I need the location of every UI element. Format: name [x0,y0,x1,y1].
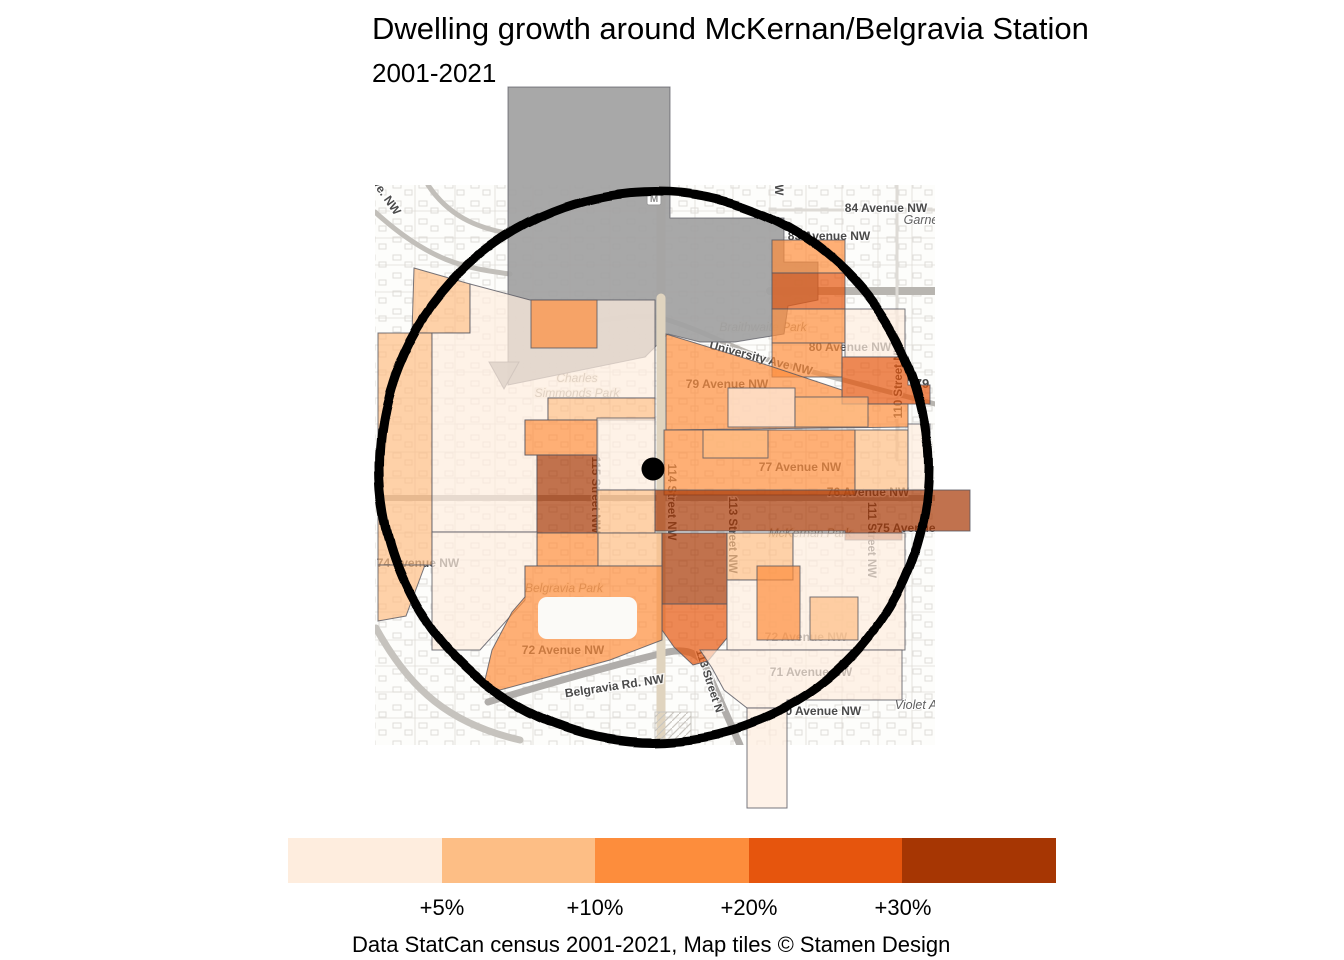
census-region [794,396,869,428]
census-region [377,564,426,622]
census-region [756,565,801,641]
legend-label-10pct: +10% [566,895,624,920]
caption: Data StatCan census 2001-2021, Map tiles… [352,932,951,957]
legend-swatch-2 [441,838,596,883]
census-regions [377,239,971,809]
census-region [854,429,909,491]
census-region [809,596,859,641]
color-legend [288,838,1056,883]
census-region-south-tail [746,707,788,809]
catchment-overlay [375,188,933,746]
neighborhood-label-garneau: Garne [904,213,939,227]
census-region [536,532,599,567]
census-region [702,429,769,459]
choropleth-map: 84 Avenue NW Garne 83 Avenue NW 110 Stre… [375,86,971,809]
census-region [536,454,599,534]
station-dot [641,457,665,481]
census-region [596,489,656,534]
legend-label-20pct: +20% [720,895,778,920]
census-region [596,417,656,491]
legend-swatch-1 [288,838,442,883]
census-region [597,532,663,567]
census-region [661,532,728,605]
street-label-84-avenue: 84 Avenue NW [845,201,928,215]
legend-label-5pct: +5% [419,895,465,920]
legend-swatch-5 [902,838,1056,883]
catchment-circle-inner [380,193,928,741]
census-region [771,272,846,310]
neighborhood-label-violet: Violet A [895,698,937,712]
census-region [530,299,598,349]
plot-subtitle: 2001-2021 [372,58,497,88]
catchment-circle [375,188,933,746]
census-region [524,419,599,456]
legend-label-30pct: +30% [874,895,932,920]
plot-title: Dwelling growth around McKernan/Belgravi… [372,11,1089,46]
park-cutout [538,597,637,639]
svg-text:M: M [650,194,658,205]
census-region [771,308,846,344]
legend-swatch-4 [748,838,903,883]
legend-swatch-3 [595,838,749,883]
street-label-112-street: 112 Street NW [772,119,784,196]
census-region [547,397,656,421]
census-region [727,387,796,428]
hatched-building [654,711,692,740]
street-label-70-avenue: 70 Avenue NW [779,704,862,718]
